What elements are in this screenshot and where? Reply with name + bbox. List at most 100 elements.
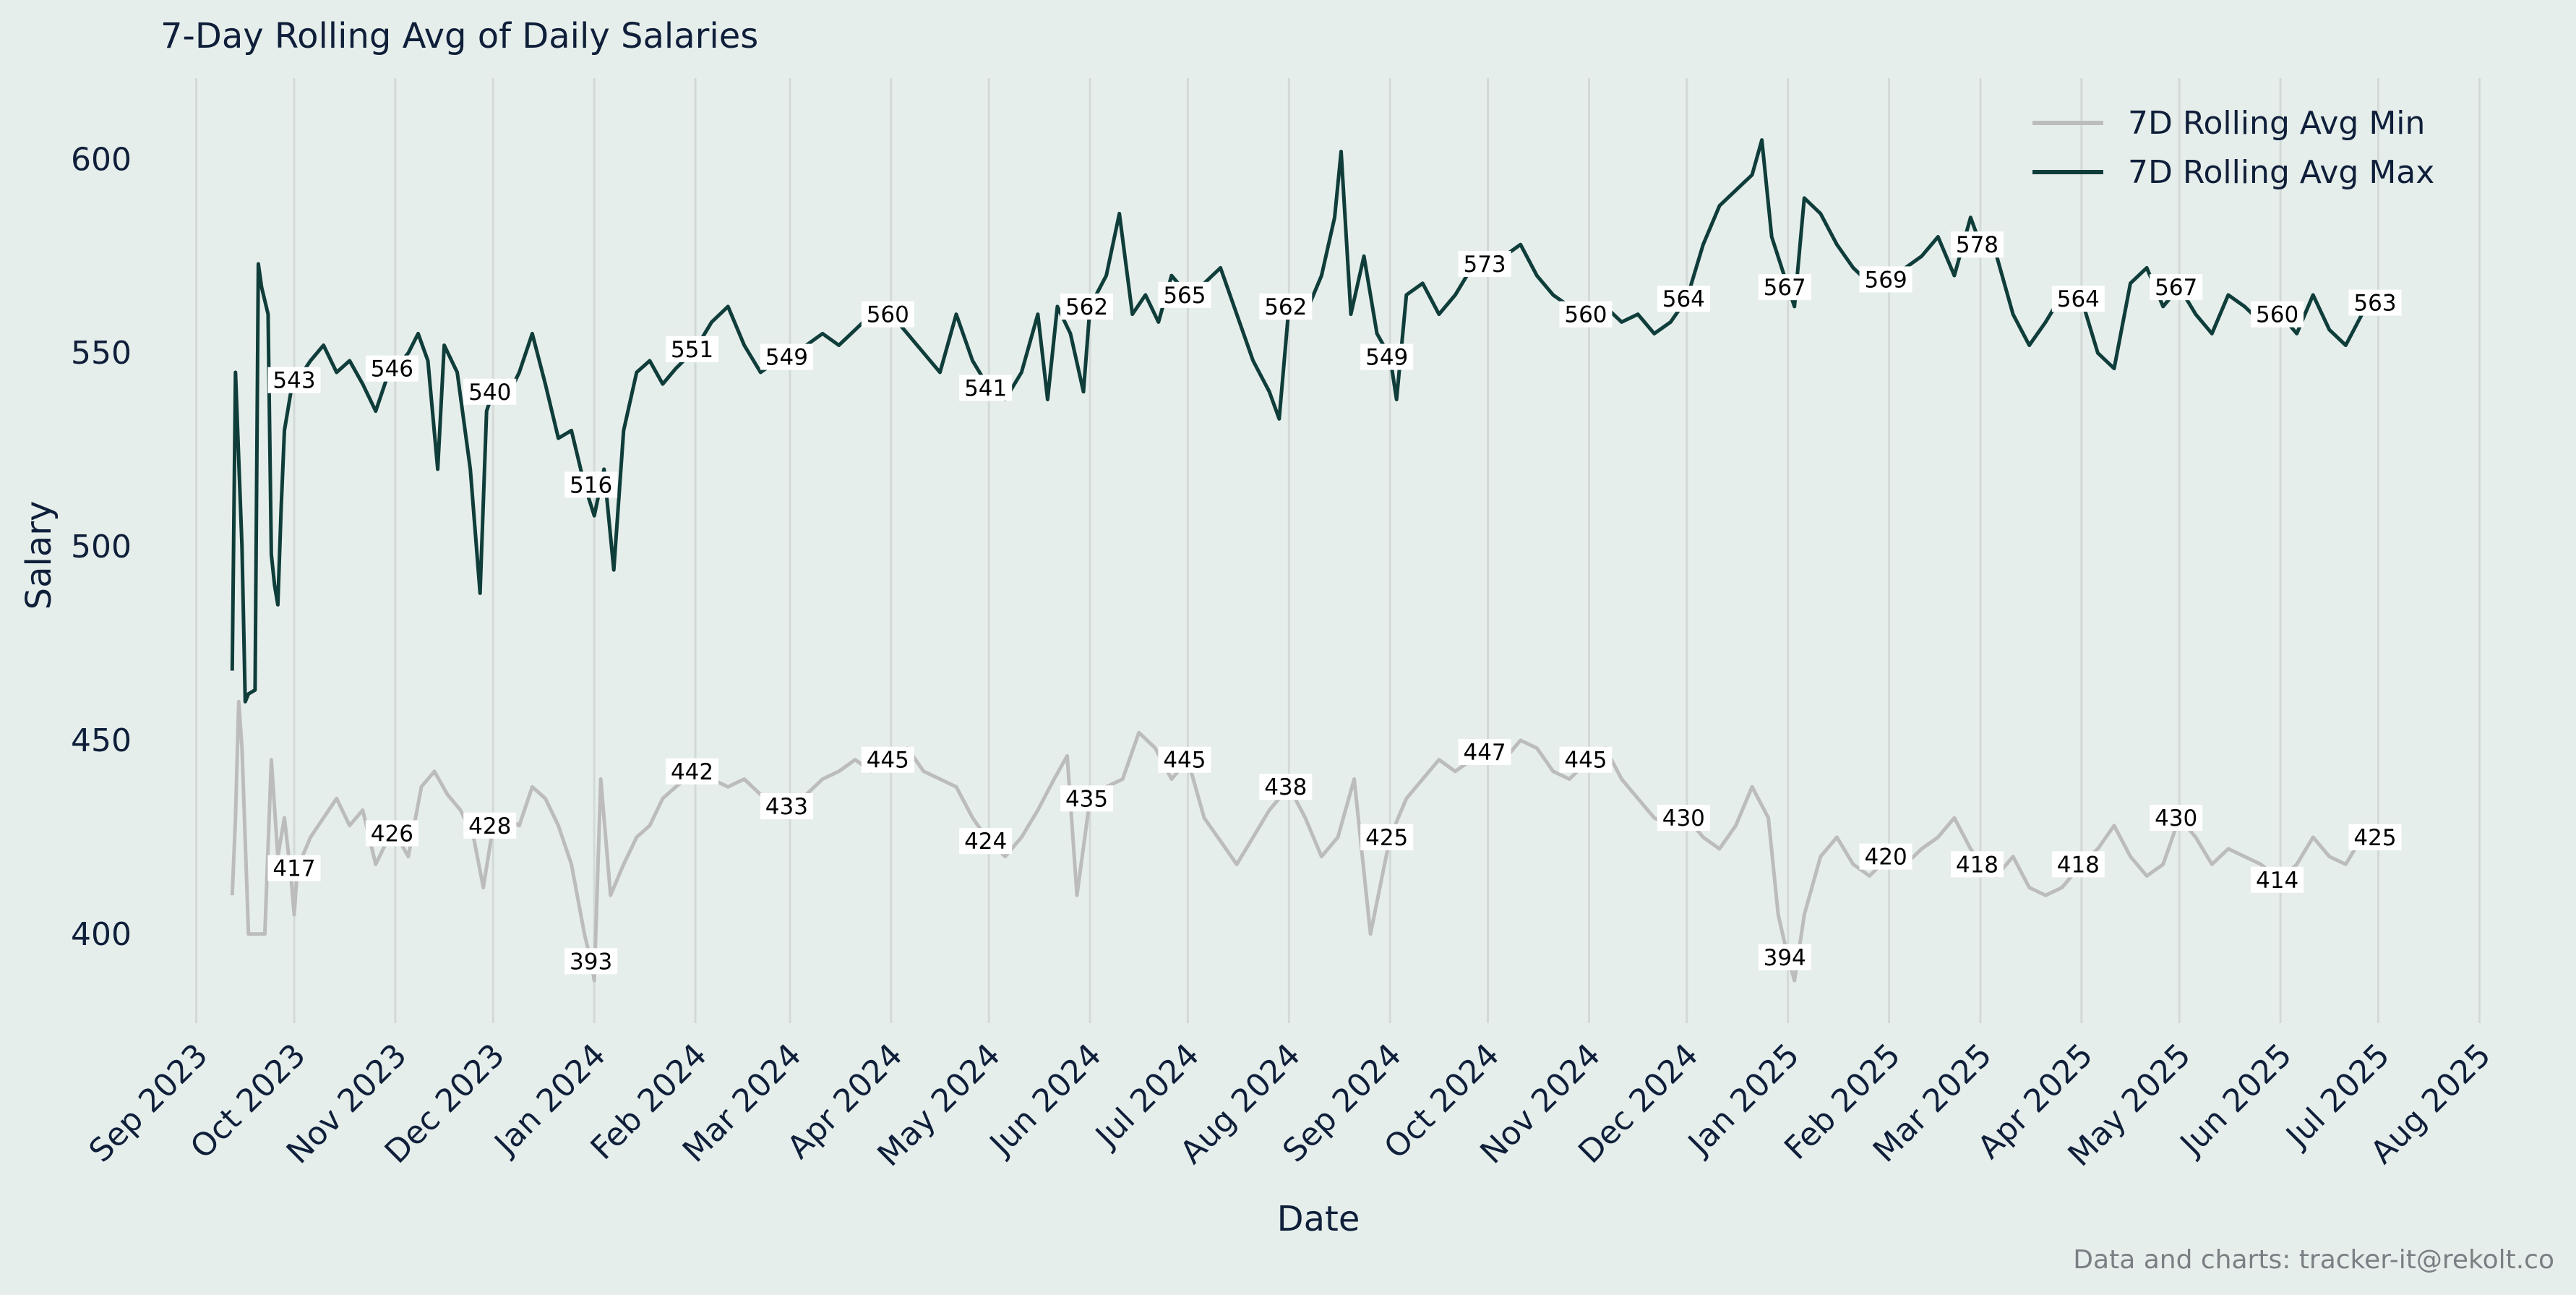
data-label-text: 447 [1463,740,1506,766]
data-label: 445 [1559,746,1613,774]
data-label: 425 [2348,824,2402,851]
data-label: 543 [267,367,321,394]
data-label-box [2251,301,2304,328]
data-label-box [463,812,517,839]
data-label-text: 424 [964,829,1007,855]
data-label-box [564,471,618,498]
data-label: 563 [2348,289,2402,317]
data-label: 447 [1458,739,1511,766]
data-label: 433 [760,793,813,820]
data-label-text: 551 [671,337,713,363]
data-label-box [760,793,813,819]
data-label-text: 549 [765,345,808,371]
data-label-box [1657,286,1710,312]
data-label-box [959,375,1013,401]
data-label-box [1950,231,2004,258]
data-label-box [1259,774,1313,800]
data-label-text: 414 [2256,868,2298,894]
legend: 7D Rolling Avg Min 7D Rolling Avg Max [2032,105,2434,191]
data-label-text: 425 [1365,825,1408,851]
data-label-box [959,828,1013,855]
data-label-text: 560 [867,302,909,328]
data-label-text: 445 [867,748,909,774]
data-label-text: 445 [1163,748,1206,774]
data-label: 393 [564,948,618,975]
data-label-box [267,367,321,393]
data-label-text: 563 [2353,291,2396,317]
data-label-text: 426 [371,821,413,847]
data-label: 564 [1657,286,1710,312]
data-label: 560 [2251,301,2304,328]
data-label: 560 [1559,301,1613,328]
data-label-text: 430 [1662,805,1705,832]
data-label: 569 [1859,266,1912,293]
data-label-text: 435 [1065,786,1108,812]
data-label: 418 [1950,851,2004,878]
data-label-box [1060,785,1114,812]
x-axis-title: Date [1277,1199,1360,1239]
data-label-box [564,948,618,975]
data-label: 540 [463,378,517,406]
data-label-box [1559,746,1613,773]
data-label: 424 [959,828,1013,855]
data-label-text: 420 [1865,845,1907,871]
data-label-text: 562 [1065,294,1108,320]
data-label: 417 [267,855,321,882]
data-label: 420 [1859,843,1912,871]
data-label-text: 433 [765,794,808,820]
data-label: 438 [1259,774,1313,800]
data-label-text: 394 [1764,945,1806,971]
data-label-box [2251,866,2304,893]
data-label-box [2051,851,2105,878]
data-label: 549 [760,343,813,371]
data-label-box [666,758,719,785]
data-label-box [1158,281,1211,308]
data-label-text: 564 [1662,286,1705,312]
data-label: 549 [1360,343,1414,371]
data-label-box [2150,805,2203,832]
data-label-text: 546 [371,356,413,382]
data-label-text: 425 [2353,825,2396,851]
y-tick-label: 600 [71,141,132,178]
data-label: 445 [861,746,914,774]
data-label: 573 [1458,251,1511,278]
data-label: 562 [1259,293,1313,320]
data-label-text: 578 [1956,232,1998,258]
data-label-text: 564 [2057,286,2100,312]
data-labels: 543 546 540 516 551 549 560 541 562 565 562 549 573 5… [267,231,2402,975]
y-axis-ticks: 400 450 500 550 600 [71,141,132,952]
data-label-box [1360,343,1414,370]
data-label-text: 562 [1264,294,1307,320]
data-label-text: 445 [1564,748,1607,774]
data-label: 516 [564,471,618,498]
data-label-text: 541 [964,375,1007,401]
data-label: 425 [1360,824,1414,851]
data-label-box [1458,251,1511,277]
data-label-text: 442 [671,759,713,785]
data-label: 565 [1158,281,1211,309]
data-label-box [1158,746,1211,773]
data-label-box [1259,293,1313,320]
data-label-box [1859,843,1912,870]
series-line-max [230,138,2377,704]
data-label-box [1859,266,1912,293]
data-label: 414 [2251,866,2304,894]
data-label-box [2348,289,2402,316]
data-label-text: 567 [2155,275,2197,301]
data-label-box [760,343,813,370]
data-label: 546 [365,355,418,382]
data-label-text: 393 [570,949,612,975]
data-label-box [666,335,719,362]
series-line-min [230,699,2376,983]
data-label: 394 [1758,944,1811,971]
credit-text: Data and charts: tracker-it@rekolt.co [2073,1245,2554,1275]
data-label-text: 569 [1865,267,1907,293]
data-label-text: 549 [1365,345,1408,371]
data-label: 430 [2150,805,2203,832]
data-label-box [365,355,418,382]
y-tick-label: 400 [71,916,132,953]
data-label-text: 540 [468,380,511,406]
data-label-box [2150,274,2203,301]
data-label-box [1060,293,1114,320]
